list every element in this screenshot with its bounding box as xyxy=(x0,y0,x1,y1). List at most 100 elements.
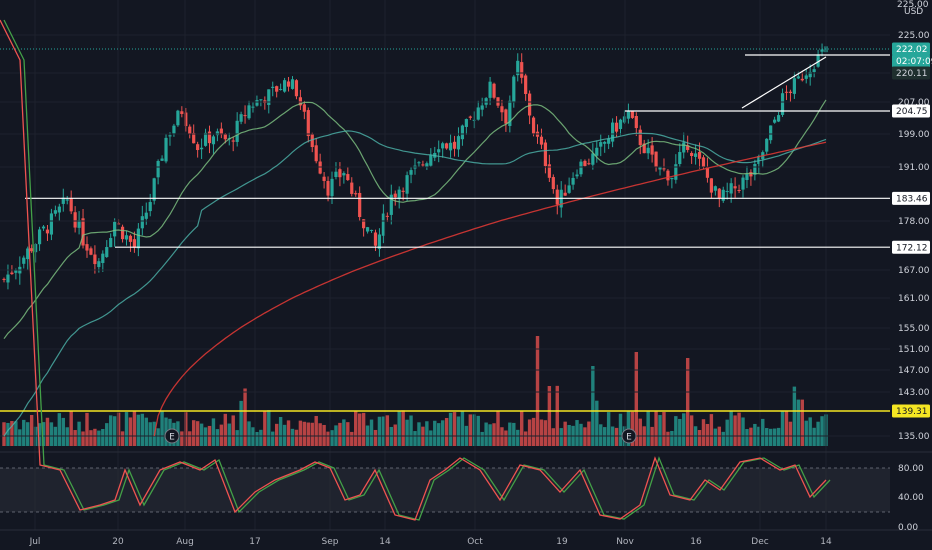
price-label-box xyxy=(892,191,930,205)
candle xyxy=(105,247,109,257)
candle xyxy=(476,107,480,120)
earnings-marker-label: E xyxy=(169,433,175,443)
volume-bar xyxy=(682,413,686,446)
volume-bar xyxy=(547,386,552,446)
volume-bar xyxy=(555,385,559,446)
volume-bar xyxy=(302,421,307,446)
candle xyxy=(342,173,346,176)
candle xyxy=(330,178,334,197)
volume-bar xyxy=(448,412,453,446)
volume-bar xyxy=(745,429,749,446)
earnings-marker-label: E xyxy=(626,433,632,443)
candle xyxy=(409,170,413,175)
price-tick: 143.00 xyxy=(898,388,930,398)
volume-bar xyxy=(753,423,757,446)
candle xyxy=(239,114,243,122)
candle xyxy=(306,110,310,137)
volume-bars xyxy=(2,336,828,446)
candle xyxy=(180,111,184,114)
volume-bar xyxy=(500,427,504,446)
volume-bar xyxy=(820,416,824,446)
candle xyxy=(650,145,654,155)
candle xyxy=(595,147,599,156)
candle xyxy=(607,138,611,144)
volume-bar xyxy=(599,424,603,446)
candle xyxy=(49,213,54,235)
candle xyxy=(626,110,631,119)
volume-bar xyxy=(77,421,81,446)
price-tick: 225.00 xyxy=(897,0,929,10)
candle xyxy=(480,105,484,110)
candle xyxy=(101,253,105,263)
candle xyxy=(753,163,757,175)
volume-bar xyxy=(357,413,362,446)
candle xyxy=(563,192,567,196)
volume-bar xyxy=(437,423,441,446)
volume-bar xyxy=(393,424,397,446)
candle xyxy=(504,109,508,124)
candle xyxy=(816,54,820,67)
volume-bar xyxy=(575,420,579,446)
candle xyxy=(57,206,61,213)
volume-bar xyxy=(543,420,548,446)
volume-bar xyxy=(413,431,417,446)
candle xyxy=(124,235,129,240)
candles xyxy=(2,38,828,290)
candle xyxy=(2,278,6,280)
candle xyxy=(243,115,247,117)
earnings-marker-icon xyxy=(164,428,180,444)
candle xyxy=(172,125,176,134)
volume-bar xyxy=(472,414,476,446)
candle xyxy=(622,116,627,123)
volume-bar xyxy=(255,431,259,446)
candle xyxy=(81,218,85,246)
volume-bar xyxy=(199,423,204,446)
price-tick: 225.00 xyxy=(898,31,930,41)
volume-bar xyxy=(808,417,812,446)
candle xyxy=(389,194,393,215)
volume-bar xyxy=(523,431,528,446)
candle xyxy=(618,119,623,129)
candle xyxy=(203,132,208,146)
candle xyxy=(551,177,555,190)
volume-bar xyxy=(247,421,251,446)
candle xyxy=(765,138,769,152)
sma-mid-line xyxy=(3,130,827,437)
candle xyxy=(211,136,216,145)
candle xyxy=(701,157,706,168)
candle xyxy=(77,220,81,228)
candle xyxy=(634,115,638,129)
candle xyxy=(140,216,144,229)
volume-bar xyxy=(602,427,607,446)
volume-bar xyxy=(460,410,465,446)
candle xyxy=(705,166,710,178)
candle xyxy=(425,163,429,168)
candle xyxy=(373,232,378,246)
candle xyxy=(176,110,180,126)
candle xyxy=(350,182,354,194)
candle xyxy=(282,80,287,92)
volume-bar xyxy=(512,422,516,446)
volume-bar xyxy=(361,412,366,446)
volume-bar xyxy=(772,428,777,446)
candle xyxy=(393,193,397,198)
candle xyxy=(196,144,200,151)
price-label-box xyxy=(892,42,930,56)
volume-bar xyxy=(128,417,133,446)
volume-bar xyxy=(405,419,409,446)
price-tick: 199.00 xyxy=(898,130,930,140)
volume-bar xyxy=(658,415,662,446)
volume-bar xyxy=(662,412,666,446)
candle xyxy=(334,171,338,177)
volume-bar xyxy=(136,414,141,446)
currency-label: USD xyxy=(904,7,923,17)
candle xyxy=(543,142,548,167)
candle xyxy=(93,254,97,265)
volume-bar xyxy=(6,422,10,446)
volume-bar xyxy=(263,410,267,446)
price-label: 139.31 xyxy=(896,407,928,417)
candle xyxy=(464,119,468,127)
price-tick: 147.00 xyxy=(898,366,930,376)
